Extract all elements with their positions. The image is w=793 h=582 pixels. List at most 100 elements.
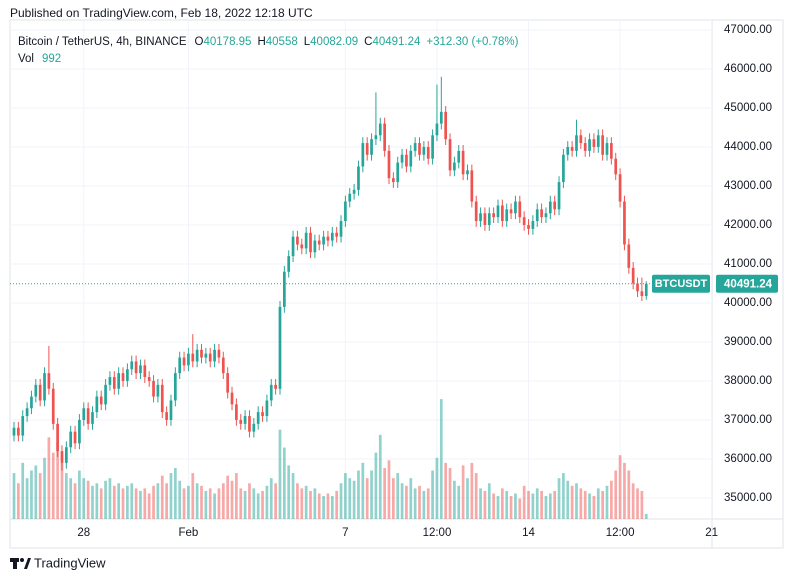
candle-body bbox=[383, 123, 386, 151]
candle-body bbox=[121, 373, 125, 381]
candle-body bbox=[265, 400, 269, 417]
candle-body bbox=[544, 213, 548, 218]
candle-body bbox=[566, 146, 570, 155]
candle-body bbox=[596, 135, 600, 147]
candle-body bbox=[282, 271, 286, 307]
candle-body bbox=[69, 431, 73, 448]
x-tick-label: 12:00 bbox=[606, 527, 635, 539]
candle-body bbox=[557, 182, 561, 210]
candle-body bbox=[309, 232, 312, 253]
x-tick-label: 21 bbox=[705, 527, 718, 539]
volume-bar bbox=[387, 460, 391, 519]
x-tick-label: 12:00 bbox=[423, 527, 452, 539]
ohlc-value: 40558 bbox=[266, 36, 298, 48]
ohlc-label: H bbox=[257, 36, 265, 48]
volume-bar bbox=[557, 478, 561, 519]
volume-bar bbox=[505, 490, 509, 519]
volume-bar bbox=[426, 488, 430, 519]
volume-bar bbox=[274, 483, 277, 519]
y-tick-label: 43000.00 bbox=[724, 180, 772, 192]
volume-bar bbox=[365, 478, 369, 519]
candle-body bbox=[330, 232, 334, 241]
candle-body bbox=[108, 377, 112, 385]
candle-body bbox=[139, 365, 142, 374]
y-tick-label: 45000.00 bbox=[724, 102, 772, 114]
candle-body bbox=[487, 213, 491, 225]
candle-body bbox=[287, 256, 291, 272]
candle-body bbox=[117, 373, 121, 389]
volume-bar bbox=[313, 488, 317, 519]
volume-bar bbox=[435, 457, 439, 519]
candle-body bbox=[339, 221, 343, 237]
y-tick-label: 36000.00 bbox=[724, 453, 772, 465]
volume-value: 992 bbox=[42, 53, 61, 65]
candle-body bbox=[182, 357, 186, 366]
volume-bar bbox=[601, 490, 604, 519]
candle-body bbox=[99, 396, 103, 405]
volume-bar bbox=[339, 483, 343, 519]
volume-bar bbox=[173, 467, 177, 519]
volume-bar bbox=[579, 488, 583, 519]
volume-bar bbox=[200, 485, 203, 519]
candle-body bbox=[461, 150, 465, 175]
candle-body bbox=[47, 373, 51, 389]
volume-legend: Vol 992 bbox=[18, 53, 61, 65]
volume-bar bbox=[17, 483, 20, 519]
volume-bar bbox=[392, 478, 395, 519]
candle-body bbox=[636, 283, 639, 292]
legend-line: Bitcoin / TetherUS, 4h, BINANCE O40178.95… bbox=[18, 36, 519, 48]
volume-bar bbox=[518, 498, 522, 519]
volume-bar bbox=[479, 488, 482, 519]
candle-body bbox=[348, 193, 352, 202]
price-tag: 40491.24 bbox=[724, 278, 773, 290]
volume-bar bbox=[501, 488, 504, 519]
candle-body bbox=[618, 174, 622, 202]
candle-body bbox=[413, 143, 417, 151]
candle-body bbox=[25, 408, 29, 417]
candle-body bbox=[322, 236, 325, 245]
candle-body bbox=[570, 146, 574, 151]
candle-body bbox=[95, 396, 99, 413]
candle-body bbox=[261, 412, 264, 417]
candle-body bbox=[392, 178, 395, 183]
footer-logo bbox=[10, 558, 31, 569]
candle-body bbox=[235, 404, 238, 420]
candle-body bbox=[243, 416, 247, 424]
candle-body bbox=[396, 162, 400, 183]
candle-body bbox=[400, 154, 404, 163]
candle-body bbox=[204, 353, 208, 358]
candle-body bbox=[169, 400, 173, 420]
volume-bar bbox=[509, 496, 513, 519]
volume-bar bbox=[562, 473, 565, 519]
candle-body bbox=[444, 111, 448, 140]
volume-bar bbox=[409, 478, 413, 519]
candle-body bbox=[631, 267, 635, 284]
candle-body bbox=[274, 384, 277, 389]
candle-body bbox=[60, 451, 64, 463]
candle-body bbox=[435, 123, 439, 136]
volume-bar bbox=[217, 488, 221, 519]
volume-bar bbox=[540, 490, 543, 519]
volume-bar bbox=[108, 478, 112, 519]
candle-body bbox=[479, 213, 482, 222]
candle-body bbox=[165, 412, 168, 420]
candle-body bbox=[370, 139, 373, 155]
candle-body bbox=[230, 392, 234, 405]
volume-bar bbox=[570, 485, 574, 519]
candle-body bbox=[300, 244, 304, 249]
candle-body bbox=[217, 349, 221, 358]
y-tick-label: 37000.00 bbox=[724, 414, 772, 426]
volume-bar bbox=[208, 488, 212, 519]
candle-body bbox=[304, 232, 308, 249]
volume-bar bbox=[640, 490, 644, 519]
volume-bar bbox=[30, 470, 33, 519]
candle-body bbox=[474, 201, 478, 222]
candle-body bbox=[453, 162, 456, 171]
x-tick-label: 14 bbox=[522, 527, 535, 539]
volume-bar bbox=[418, 485, 421, 519]
volume-bar bbox=[64, 473, 68, 519]
candle-body bbox=[418, 143, 421, 155]
volume-bar bbox=[99, 488, 103, 519]
volume-bar bbox=[474, 473, 478, 519]
volume-bar bbox=[596, 488, 600, 519]
